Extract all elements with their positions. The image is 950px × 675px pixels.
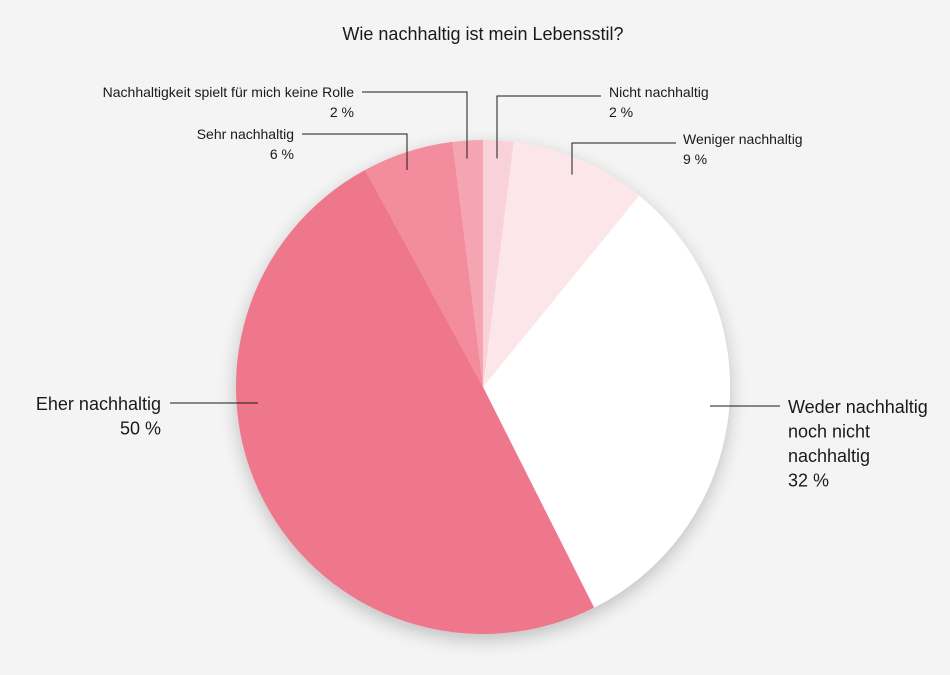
slice-label: Sehr nachhaltig [197,126,294,142]
slice-label: Weniger nachhaltig [683,131,803,147]
slice-label: Nachhaltigkeit spielt für mich keine Rol… [103,84,355,100]
slice-label: nachhaltig [788,446,870,466]
slice-label: Weder nachhaltig [788,397,928,417]
leader-line [571,142,676,175]
pie-slice-eher-nachhaltig [235,169,595,635]
leader-line [362,91,468,159]
leader-line [496,95,601,159]
pie-slice-nachhaltigkeit-spielt-für-mich-keine-rolle [452,140,483,387]
pie-slice-sehr-nachhaltig [365,141,483,387]
slice-value-label: 6 % [270,146,294,162]
pie-labels: Nicht nachhaltig 2 % Weniger nachhaltig 9 %… [36,84,928,491]
slice-value-label: 50 % [120,419,161,439]
slice-value-label: 9 % [683,151,707,167]
pie-slice-weniger-nachhaltig [483,141,640,387]
slice-label: Nicht nachhaltig [609,84,709,100]
slice-label: noch nicht [788,422,870,442]
leader-line [302,133,408,170]
slice-value-label: 32 % [788,471,829,491]
pie-slice-nicht-nachhaltig [483,140,514,387]
slice-value-label: 2 % [330,104,354,120]
slice-value-label: 2 % [609,104,633,120]
slice-label: Eher nachhaltig [36,394,161,414]
pie-slice-weder-nachhaltig-noch-nicht-nachhaltig [483,195,731,608]
pie-slices [235,140,731,635]
chart-title: Wie nachhaltig ist mein Lebensstil? [342,24,623,44]
